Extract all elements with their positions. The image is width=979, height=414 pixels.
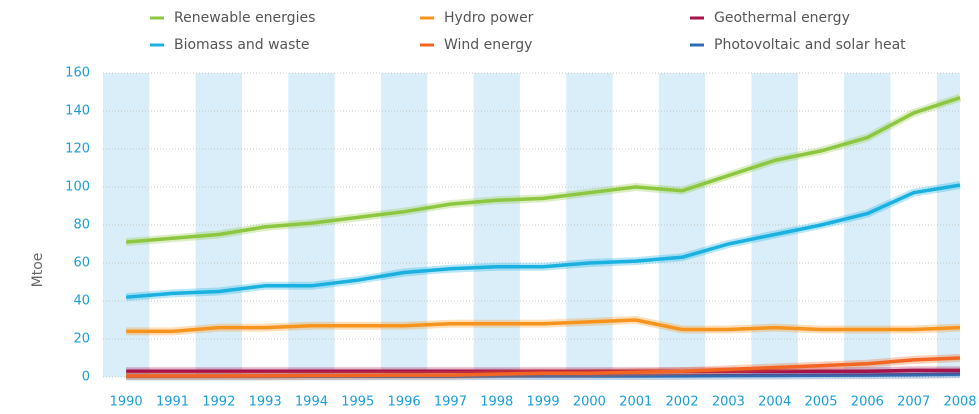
x-tick-label: 2003 (712, 395, 745, 410)
x-tick-label: 2000 (573, 395, 606, 410)
x-tick-label: 2002 (666, 395, 699, 410)
x-tick-label: 1995 (341, 395, 374, 410)
x-tick-label: 1999 (527, 395, 560, 410)
y-tick-label: 100 (65, 180, 90, 195)
x-tick-label: 1996 (388, 395, 421, 410)
x-tick-label: 1998 (480, 395, 513, 410)
y-tick-label: 80 (73, 218, 90, 233)
column-band (380, 73, 428, 377)
y-tick-label: 40 (73, 294, 90, 309)
x-tick-label: 2008 (943, 395, 976, 410)
y-tick-label: 0 (82, 370, 90, 385)
x-tick-label: 2001 (619, 395, 652, 410)
legend-label: Photovoltaic and solar heat (714, 37, 906, 53)
column-band (936, 73, 960, 377)
x-tick-label: 1991 (156, 395, 189, 410)
column-band (103, 73, 150, 377)
series-line (126, 318, 961, 334)
y-tick-label: 160 (65, 66, 90, 81)
x-tick-label: 1992 (202, 395, 235, 410)
series-line (126, 96, 961, 244)
y-tick-label: 120 (65, 142, 90, 157)
series-line (126, 356, 961, 378)
legend-label: Wind energy (444, 37, 532, 53)
legend-label: Biomass and waste (174, 37, 310, 53)
y-tick-label: 20 (73, 332, 90, 347)
legend-label: Geothermal energy (714, 10, 850, 26)
series-line (126, 183, 961, 299)
x-tick-label: 2007 (897, 395, 930, 410)
y-tick-label: 60 (73, 256, 90, 271)
x-tick-label: 1993 (249, 395, 282, 410)
column-band (844, 73, 891, 377)
x-tick-label: 2004 (758, 395, 791, 410)
x-tick-label: 1990 (110, 395, 143, 410)
y-tick-label: 140 (65, 104, 90, 119)
legend-label: Hydro power (444, 10, 534, 26)
x-tick-label: 2005 (804, 395, 837, 410)
y-axis-label: Mtoe (30, 253, 46, 288)
series-line (126, 368, 960, 374)
x-tick-label: 2006 (851, 395, 884, 410)
x-tick-label: 1994 (295, 395, 328, 410)
x-tick-label: 1997 (434, 395, 467, 410)
legend-label: Renewable energies (174, 10, 315, 26)
